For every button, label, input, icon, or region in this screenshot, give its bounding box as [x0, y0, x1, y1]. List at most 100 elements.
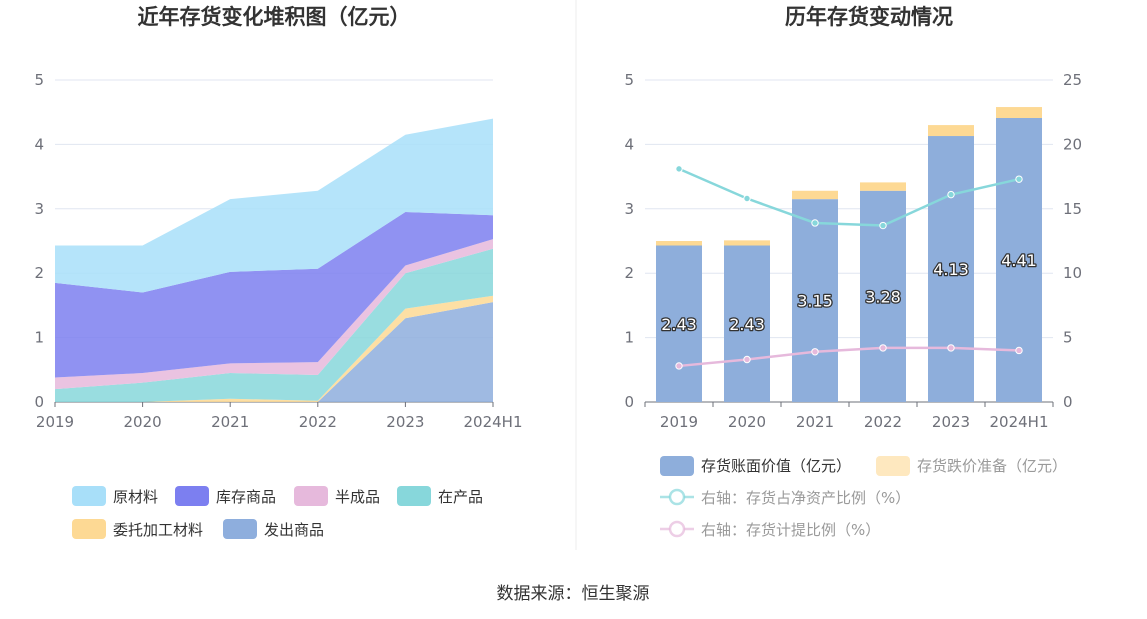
- bar-impairment-reserve: [860, 182, 906, 191]
- legend-marker-net-asset-ratio: [668, 488, 686, 506]
- right-chart-bars: [656, 107, 1042, 402]
- left-chart-areas: [55, 118, 493, 402]
- right-y-tick-label: 0: [624, 393, 634, 411]
- point-net-asset-ratio: [879, 221, 887, 230]
- point-provision-ratio: [811, 348, 819, 356]
- legend-label-net-asset-ratio: 右轴：存货占净资产比例（%）: [701, 489, 910, 507]
- point-net-asset-ratio: [1015, 175, 1023, 183]
- legend-swatch-在产品: [397, 486, 431, 506]
- legend-swatch-库存商品: [175, 486, 209, 506]
- point-net-asset-ratio: [947, 190, 955, 199]
- left-y-tick-label: 5: [34, 71, 44, 89]
- bar-value-label: 4.41: [1001, 251, 1037, 270]
- point-provision-ratio: [947, 344, 955, 352]
- right-chart-gridlines: [645, 79, 1053, 403]
- bar-book-value: [656, 245, 702, 402]
- left-y-tick-label: 4: [34, 135, 44, 153]
- point-net-asset-ratio: [675, 165, 683, 173]
- legend-swatch-发出商品: [223, 519, 257, 539]
- right-x-tick-label: 2024H1: [990, 413, 1049, 431]
- legend-label-在产品: 在产品: [438, 488, 483, 506]
- right-x-tick-label: 2019: [660, 413, 698, 431]
- point-provision-ratio: [1015, 346, 1023, 355]
- area-series-原材料: [55, 118, 493, 293]
- left-x-tick-label: 2024H1: [464, 413, 523, 431]
- left-y-tick-label: 3: [34, 200, 44, 218]
- area-series-半成品: [55, 239, 493, 390]
- legend-swatch-半成品: [294, 486, 328, 506]
- left-x-tick-label: 2019: [36, 413, 74, 431]
- legend-label-provision-ratio: 右轴：存货计提比例（%）: [701, 521, 880, 539]
- right-y2-tick-label: 15: [1063, 200, 1082, 218]
- right-chart-title: 历年存货变动情况: [785, 5, 953, 29]
- bar-impairment-reserve: [928, 125, 974, 137]
- point-net-asset-ratio: [743, 194, 751, 203]
- right-chart-legend: 存货账面价值（亿元） 存货跌价准备（亿元） 右轴：存货占净资产比例（%） 右轴：存货计…: [660, 456, 1067, 539]
- line-net-asset-ratio: [678, 167, 1020, 227]
- right-x-tick-label: 2021: [796, 413, 834, 431]
- right-x-tick-label: 2022: [864, 413, 902, 431]
- right-y2-tick-label: 20: [1063, 135, 1082, 153]
- legend-label-委托加工材料: 委托加工材料: [113, 521, 203, 539]
- point-provision-ratio: [879, 344, 887, 352]
- bar-value-label: 4.13: [933, 260, 969, 279]
- right-y-tick-label: 5: [624, 71, 634, 89]
- left-x-tick-label: 2022: [299, 413, 337, 431]
- point-provision-ratio: [675, 362, 683, 370]
- bar-impairment-reserve: [996, 107, 1042, 118]
- left-y-tick-label: 0: [34, 393, 44, 411]
- bar-value-label: 3.15: [797, 292, 833, 311]
- right-y2-tick-label: 10: [1063, 264, 1082, 282]
- right-chart-lines: [675, 165, 1023, 370]
- left-x-tick-label: 2020: [124, 413, 162, 431]
- source-note: 数据来源：恒生聚源: [497, 584, 650, 604]
- point-provision-ratio: [743, 355, 751, 364]
- point-net-asset-ratio: [811, 219, 819, 227]
- legend-swatch-原材料: [72, 486, 106, 506]
- bar-book-value: [792, 199, 838, 402]
- right-x-tick-label: 2023: [932, 413, 970, 431]
- right-y-tick-label: 4: [624, 135, 634, 153]
- legend-label-impairment-reserve: 存货跌价准备（亿元）: [917, 457, 1067, 475]
- left-x-tick-label: 2023: [386, 413, 424, 431]
- bar-value-label: 2.43: [729, 315, 765, 334]
- legend-label-库存商品: 库存商品: [216, 488, 276, 506]
- bar-impairment-reserve: [724, 240, 770, 246]
- left-chart: 近年存货变化堆积图（亿元） 0 1 2 3 4 5 2019 2020 2021 2022 202…: [34, 5, 523, 539]
- left-chart-y-axis: 0 1 2 3 4 5: [34, 71, 44, 411]
- right-y2-tick-label: 0: [1063, 393, 1073, 411]
- left-y-tick-label: 1: [34, 329, 44, 347]
- legend-swatch-impairment-reserve: [876, 456, 910, 476]
- area-series-委托加工材料: [55, 295, 493, 402]
- bar-book-value: [724, 245, 770, 402]
- right-chart-right-y-axis: 0 5 10 15 20 25: [1063, 71, 1082, 411]
- left-chart-x-axis: 2019 2020 2021 2022 2023 2024H1: [36, 402, 523, 431]
- legend-label-book-value: 存货账面价值（亿元）: [701, 457, 851, 475]
- legend-swatch-book-value: [660, 456, 694, 476]
- bar-book-value: [928, 136, 974, 402]
- right-x-tick-label: 2020: [728, 413, 766, 431]
- bar-impairment-reserve: [792, 190, 838, 200]
- legend-swatch-委托加工材料: [72, 519, 106, 539]
- right-y-tick-label: 2: [624, 264, 634, 282]
- left-y-tick-label: 2: [34, 264, 44, 282]
- left-x-tick-label: 2021: [211, 413, 249, 431]
- line-provision-ratio: [678, 346, 1020, 368]
- right-y-tick-label: 1: [624, 329, 634, 347]
- left-chart-title: 近年存货变化堆积图（亿元）: [138, 5, 411, 29]
- legend-label-原材料: 原材料: [113, 488, 158, 506]
- right-y2-tick-label: 25: [1063, 71, 1082, 89]
- right-chart-left-y-axis: 0 1 2 3 4 5: [624, 71, 634, 411]
- right-y2-tick-label: 5: [1063, 329, 1073, 347]
- bar-value-label: 3.28: [865, 287, 901, 306]
- right-y-tick-label: 3: [624, 200, 634, 218]
- legend-label-发出商品: 发出商品: [264, 521, 324, 539]
- right-chart-data-labels: 2.43 2.43 3.15 3.28 4.13 4.41: [660, 250, 1038, 335]
- area-series-发出商品: [55, 302, 493, 402]
- right-chart-x-axis: 2019 2020 2021 2022 2023 2024H1: [644, 402, 1054, 431]
- area-series-在产品: [55, 248, 493, 402]
- area-series-库存商品: [55, 212, 493, 378]
- legend-label-半成品: 半成品: [335, 488, 380, 506]
